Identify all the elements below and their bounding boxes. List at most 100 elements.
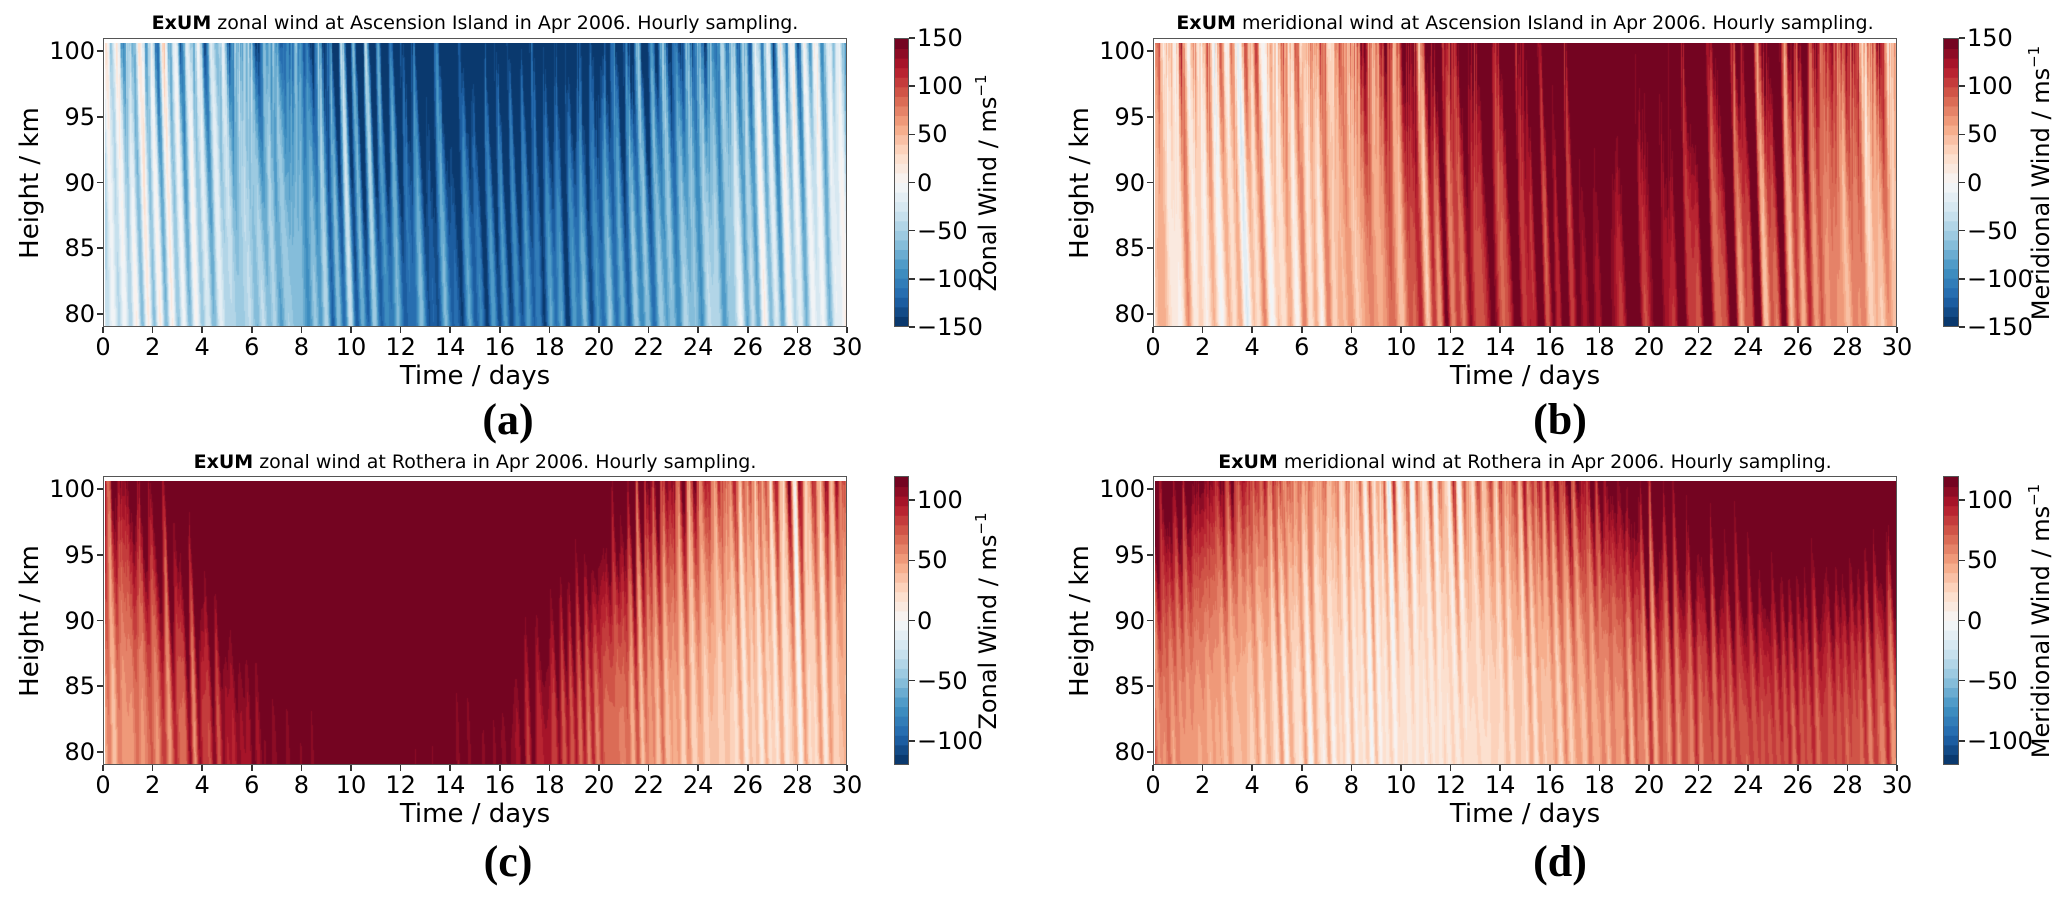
colorbar-level [1944,249,1958,260]
x-tick-mark [499,765,501,771]
y-tick-mark [97,50,103,52]
colorbar-level [895,668,908,679]
y-tick-mark [97,751,103,753]
colorbar-level [1944,601,1958,612]
x-tick-mark [1449,765,1452,771]
colorbar-label-text: Meridional Wind / ms [2027,67,2055,320]
x-tick-label: 28 [1832,333,1863,361]
colorbar-level [895,610,908,621]
y-tick-label: 90 [1114,168,1145,197]
y-tick-label: 90 [64,606,95,635]
x-tick-label: 14 [1484,771,1516,799]
colorbar-tick-mark [909,133,915,136]
colorbar-level [1944,115,1958,126]
y-tick-mark [1147,685,1153,687]
colorbar-level [1944,96,1958,107]
y-tick-mark [1147,313,1153,315]
colorbar-tick-label: 50 [1967,546,1998,575]
y-tick-mark [97,488,103,490]
colorbar-level [1944,77,1958,88]
colorbar-label-text: Zonal Wind / ms [974,534,1002,730]
panel-caption: (b) [1533,395,1587,444]
colorbar-label: Zonal Wind / ms−1 [972,512,1002,729]
colorbar-tick-label: 0 [917,606,933,635]
colorbar-tick-mark [909,559,915,562]
x-tick-label: 18 [1584,333,1615,361]
colorbar-level [895,249,908,260]
x-tick-mark [598,765,600,771]
x-tick-mark [1697,327,1700,333]
x-tick-label: 4 [1244,771,1260,799]
x-tick-label: 8 [293,333,310,361]
colorbar-level [895,639,908,650]
colorbar-level [895,39,908,50]
colorbar-tick-label: −50 [917,216,968,245]
x-tick-mark [151,765,154,771]
colorbar-label: Meridional Wind / ms−1 [2025,45,2055,319]
colorbar-level [1944,259,1958,270]
x-tick-label: 26 [1782,333,1814,361]
y-axis-label: Height / km [1065,106,1095,259]
colorbar-level [1944,496,1958,507]
x-tick-label: 10 [1385,771,1417,799]
colorbar-tick-mark [909,37,915,39]
x-tick-mark [1301,327,1303,333]
y-tick-label: 85 [1114,234,1145,263]
colorbar-level [895,563,908,574]
colorbar [1943,476,1959,765]
colorbar-level [1944,620,1958,631]
x-tick-mark [697,327,699,333]
colorbar-level [895,505,908,516]
chart-title: ExUM meridional wind at Ascension Island… [1176,12,1873,34]
x-tick-mark [1449,327,1452,333]
colorbar-tick-mark [909,181,915,184]
colorbar-level [895,134,908,145]
y-tick-label: 85 [64,234,95,263]
colorbar-level [895,725,908,736]
x-tick-mark [399,765,402,771]
x-tick-label: 2 [144,771,161,799]
x-tick-label: 20 [583,771,615,799]
colorbar-level [1944,572,1958,583]
x-tick-mark [1648,765,1650,771]
colorbar-level [1944,134,1958,145]
colorbar-level [895,192,908,203]
colorbar-tick-mark [1959,133,1965,136]
colorbar-level [1944,39,1958,50]
x-tick-label: 6 [1294,771,1310,799]
chart-title-bold: ExUM [151,12,212,34]
x-tick-label: 28 [782,771,813,799]
colorbar-tick-label: −100 [1967,264,2033,293]
colorbar-level [1944,268,1958,279]
colorbar-level [1944,486,1958,497]
colorbar-level [895,306,908,317]
colorbar-level [895,658,908,669]
x-tick-label: 16 [484,333,516,361]
x-tick-label: 10 [335,333,367,361]
colorbar-tick-label: 150 [1967,24,2013,52]
y-tick-mark [97,554,103,556]
x-tick-mark [548,327,551,333]
colorbar-level [1944,182,1958,193]
x-tick-label: 18 [534,333,565,361]
x-tick-mark [499,327,501,333]
colorbar-level [1944,744,1958,755]
y-tick-label: 100 [1099,37,1145,66]
colorbar-level [895,543,908,555]
x-tick-mark [1598,765,1601,771]
x-tick-label: 24 [682,333,714,361]
colorbar-level [895,620,908,631]
colorbar-level [895,706,908,717]
chart-title-rest: meridional wind at Rothera in Apr 2006. … [1277,451,1832,473]
x-tick-mark [251,765,253,771]
colorbar-tick-label: 100 [1967,486,2013,515]
x-tick-mark [647,327,650,333]
colorbar-tick-mark [909,740,915,742]
chart-title-bold: ExUM [193,451,254,473]
x-tick-mark [1499,765,1501,771]
colorbar-level [1944,630,1958,641]
x-tick-label: 20 [583,333,615,361]
colorbar-label-superscript: −1 [2025,45,2043,68]
colorbar-tick-label: −100 [1967,726,2033,755]
